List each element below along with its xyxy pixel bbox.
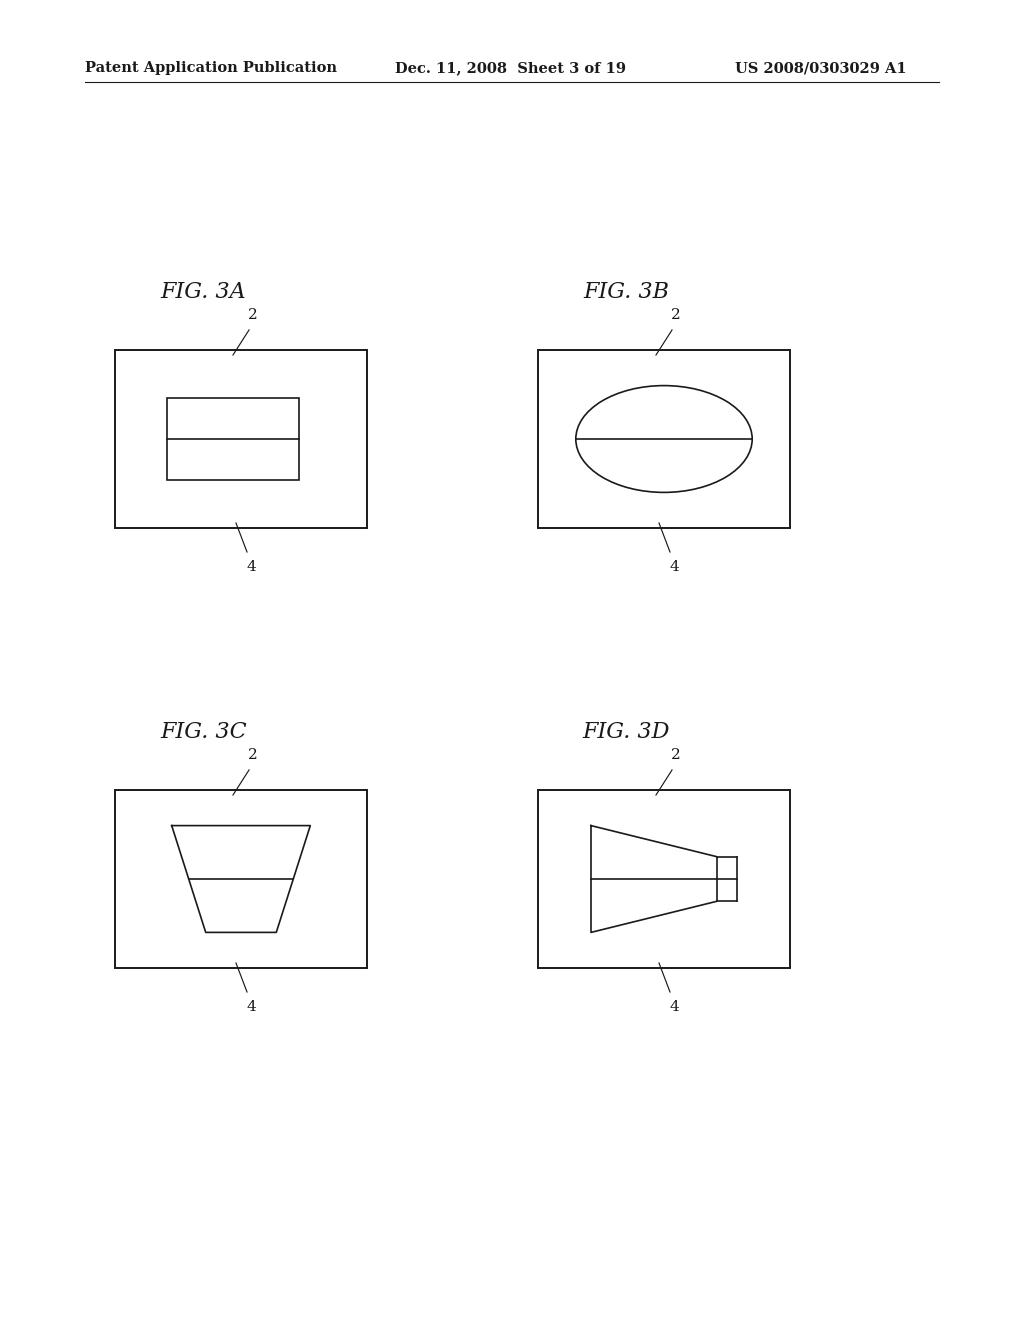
Text: 4: 4: [669, 1001, 679, 1014]
Text: 2: 2: [671, 748, 681, 762]
Text: 4: 4: [669, 560, 679, 574]
Text: 2: 2: [671, 308, 681, 322]
Text: FIG. 3B: FIG. 3B: [584, 281, 670, 304]
Text: 4: 4: [246, 560, 256, 574]
Bar: [168, 399, 299, 480]
Text: FIG. 3D: FIG. 3D: [583, 721, 670, 743]
Text: FIG. 3C: FIG. 3C: [160, 721, 247, 743]
Text: Patent Application Publication: Patent Application Publication: [85, 61, 337, 75]
Bar: [115, 350, 367, 528]
Text: US 2008/0303029 A1: US 2008/0303029 A1: [735, 61, 906, 75]
Text: FIG. 3A: FIG. 3A: [161, 281, 246, 304]
Text: Dec. 11, 2008  Sheet 3 of 19: Dec. 11, 2008 Sheet 3 of 19: [395, 61, 626, 75]
Bar: [115, 789, 367, 968]
Bar: [538, 350, 790, 528]
Text: 4: 4: [246, 1001, 256, 1014]
Text: 2: 2: [248, 748, 258, 762]
Bar: [538, 789, 790, 968]
Text: 2: 2: [248, 308, 258, 322]
